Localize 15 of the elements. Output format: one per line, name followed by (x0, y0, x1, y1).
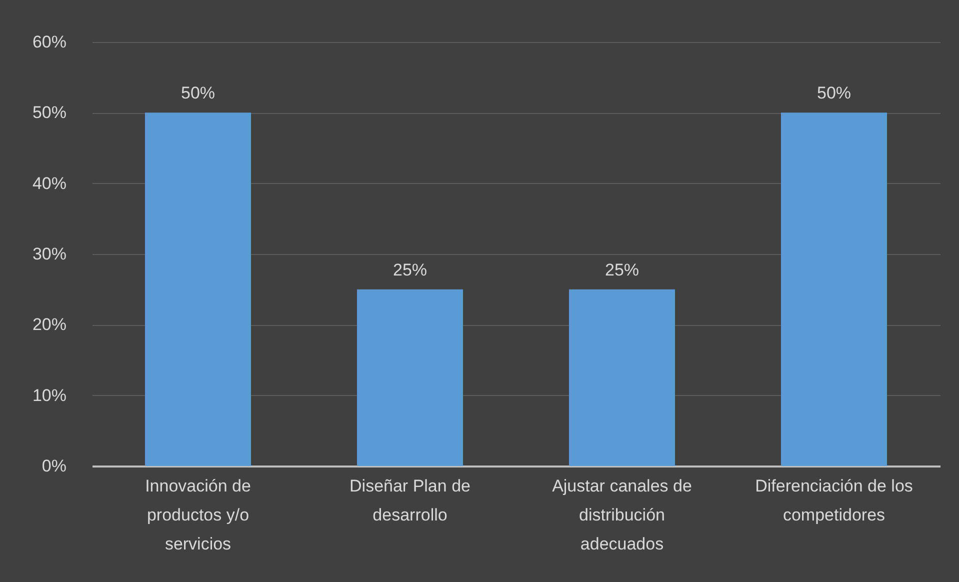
data-label: 25% (392, 260, 428, 280)
data-label: 50% (816, 84, 852, 103)
data-label: 25% (604, 260, 640, 280)
y-tick-label: 40% (32, 174, 66, 193)
y-tick-label: 60% (32, 32, 66, 52)
data-label: 50% (180, 84, 216, 103)
x-tick-label: Diseñar Plan de desarrollo (350, 476, 470, 524)
x-tick-label: Diferenciación de los competidores (755, 476, 913, 524)
y-tick-label: 20% (32, 315, 66, 334)
y-tick-label: 30% (32, 244, 66, 264)
y-tick-label: 0% (42, 456, 66, 476)
x-tick-label: Innovación de productos y/o servicios (145, 476, 251, 554)
y-tick-label: 10% (32, 386, 66, 405)
x-tick-label: Ajustar canales de distribución adecuados (552, 476, 692, 554)
y-tick-label: 50% (32, 103, 66, 122)
